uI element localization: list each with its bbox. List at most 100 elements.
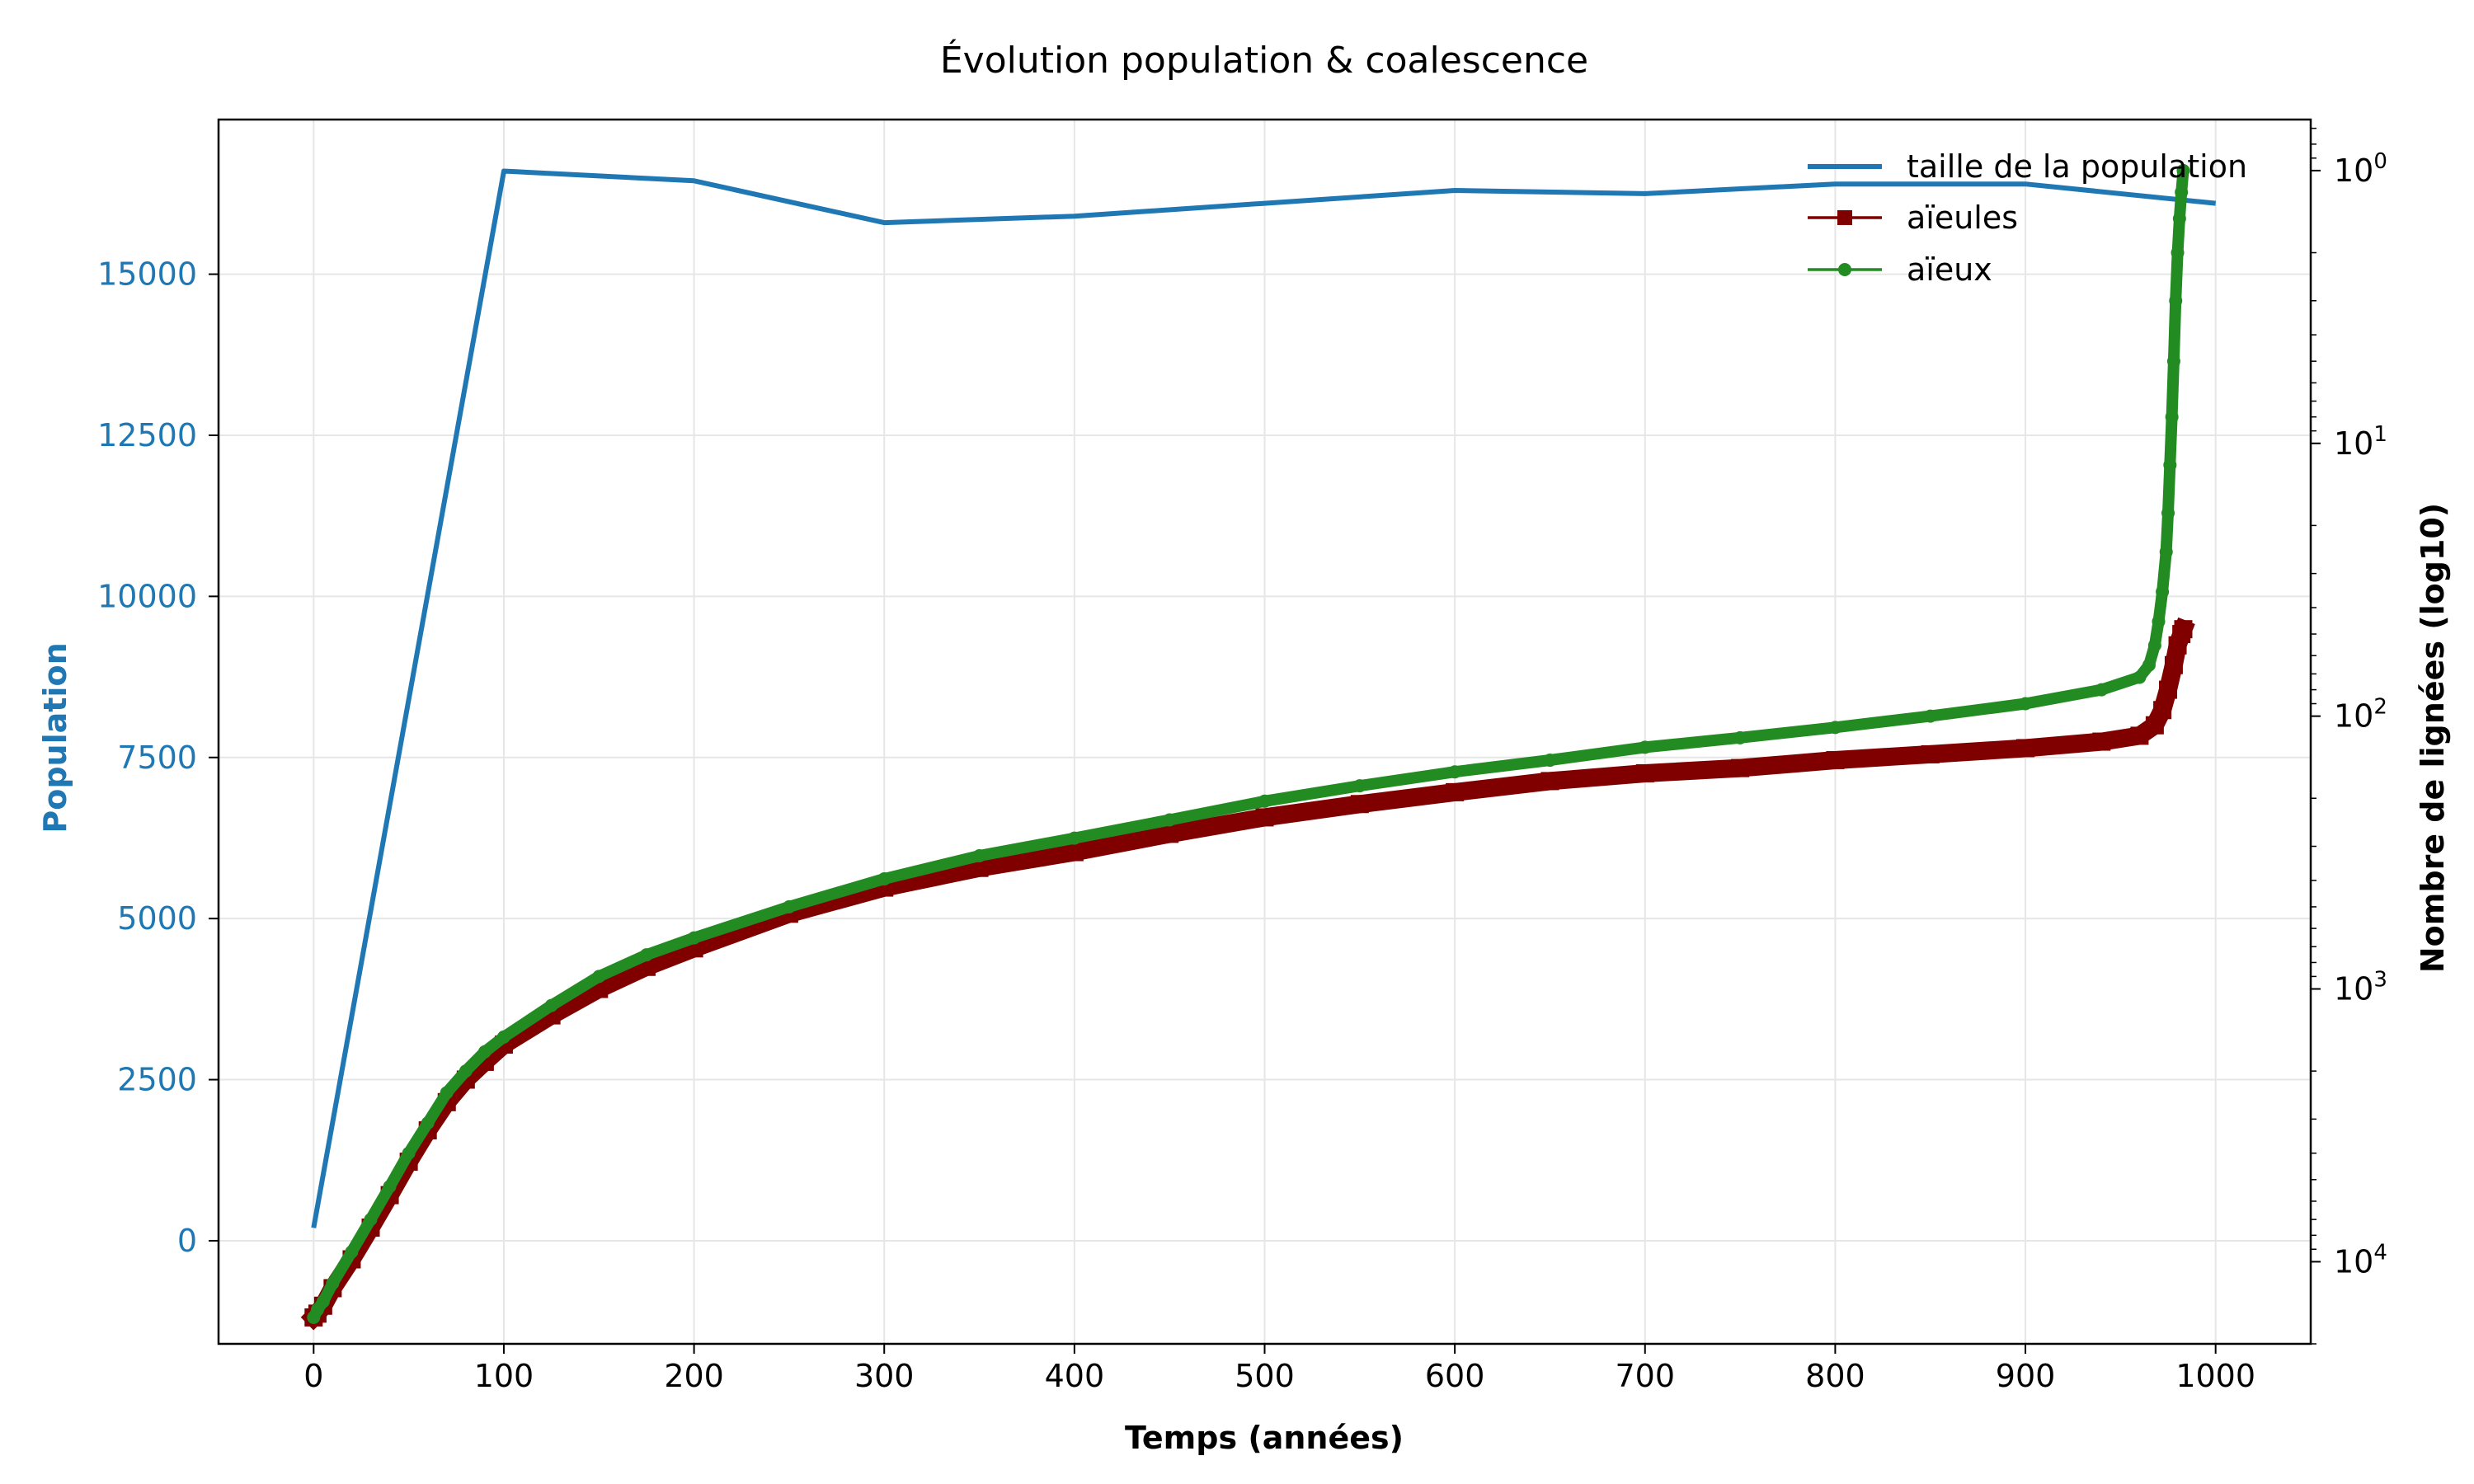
data-point-aieules <box>2130 726 2149 745</box>
x-tick-label: 700 <box>1616 1358 1676 1394</box>
legend-label-aieux: aïeux <box>1907 251 1992 288</box>
data-point-aieux <box>383 1180 397 1194</box>
data-point-aieux <box>2175 186 2189 200</box>
legend-label-aieules: aïeules <box>1907 200 2018 236</box>
data-point-aieux <box>782 899 796 913</box>
data-point-aieux <box>639 948 653 962</box>
data-point-aieules <box>1540 772 1559 791</box>
data-point-aieux <box>1448 765 1462 779</box>
legend-marker-aieules <box>1837 210 1852 225</box>
data-point-aieules <box>970 858 989 877</box>
y-left-tick-label: 12500 <box>97 417 197 453</box>
data-point-aieux <box>1828 721 1842 735</box>
data-point-aieux <box>2019 697 2033 711</box>
data-point-aieules <box>1160 824 1179 843</box>
data-point-aieux <box>544 998 558 1012</box>
y-axis-right-label: Nombre de lignées (log10) <box>2415 503 2451 973</box>
data-point-aieules <box>2153 701 2172 720</box>
data-point-aieux <box>2147 638 2161 652</box>
data-point-aieux <box>2142 658 2156 672</box>
data-point-aieules <box>2092 732 2111 751</box>
y-left-tick-label: 2500 <box>117 1062 197 1098</box>
legend-label-population: taille de la population <box>1907 148 2247 185</box>
data-point-aieux <box>326 1276 340 1290</box>
data-point-aieux <box>972 849 986 863</box>
data-point-aieux <box>2171 246 2185 260</box>
data-point-aieules <box>1350 795 1369 814</box>
data-point-aieux <box>316 1294 330 1308</box>
data-point-aieux <box>1163 813 1177 827</box>
x-tick-label: 600 <box>1425 1358 1485 1394</box>
legend-marker-aieux <box>1838 263 1851 276</box>
x-tick-label: 800 <box>1805 1358 1865 1394</box>
data-point-aieux <box>440 1086 454 1100</box>
data-point-aieux <box>2095 683 2109 697</box>
data-point-aieux <box>421 1116 435 1130</box>
data-point-aieules <box>1635 763 1654 782</box>
data-point-aieules <box>2164 655 2183 674</box>
data-point-aieules <box>2145 716 2164 735</box>
data-point-aieules <box>2016 739 2035 758</box>
y-axis-left-label: Population <box>37 642 73 833</box>
x-tick-label: 100 <box>474 1358 534 1394</box>
left-axis-ticks: 0 2500 5000 7500 10000 12500 15000 <box>97 256 219 1259</box>
data-point-aieules <box>2159 680 2178 699</box>
data-point-aieux <box>402 1146 416 1160</box>
series-aieux <box>307 163 2190 1324</box>
data-point-aieux <box>592 970 606 984</box>
data-point-aieux <box>2159 545 2173 559</box>
data-point-aieux <box>1733 730 1747 744</box>
data-point-aieules <box>2174 620 2193 639</box>
data-point-aieux <box>345 1245 359 1259</box>
x-axis-label: Temps (années) <box>1125 1420 1404 1456</box>
y-left-tick-label: 10000 <box>97 578 197 614</box>
data-point-aieux <box>364 1213 378 1227</box>
chart-title: Évolution population & coalescence <box>940 38 1588 82</box>
legend: taille de la population aïeules aïeux <box>1808 148 2247 288</box>
data-point-aieux <box>1258 794 1272 808</box>
x-tick-label: 0 <box>303 1358 323 1394</box>
data-point-aieules <box>1826 751 1845 770</box>
data-point-aieux <box>459 1064 473 1078</box>
series-population <box>311 168 2217 1228</box>
data-point-aieux <box>2165 410 2179 424</box>
x-tick-label: 300 <box>854 1358 915 1394</box>
x-tick-label: 200 <box>664 1358 724 1394</box>
x-tick-label: 1000 <box>2175 1358 2255 1394</box>
y-left-tick-label: 0 <box>177 1223 197 1259</box>
data-point-aieux <box>877 872 891 886</box>
data-point-aieules <box>1255 808 1274 827</box>
x-axis-ticks: 0 100 200 300 400 500 600 700 800 900 1000 <box>303 1344 2255 1394</box>
data-point-aieux <box>2161 506 2175 520</box>
data-point-aieules <box>1921 744 1940 763</box>
data-point-aieux <box>2133 670 2147 684</box>
data-point-aieux <box>2172 212 2186 226</box>
data-point-aieux <box>2166 355 2180 369</box>
data-point-aieux <box>1067 831 1081 845</box>
y-left-tick-label: 15000 <box>97 256 197 293</box>
data-point-aieux <box>2169 294 2183 308</box>
data-point-aieux <box>687 931 701 945</box>
series-line-population <box>311 168 2217 1228</box>
data-point-aieux <box>1543 754 1557 768</box>
data-point-aieux <box>1352 779 1366 793</box>
data-point-aieux <box>477 1045 492 1059</box>
data-point-aieules <box>1731 758 1750 777</box>
data-point-aieules <box>1446 782 1465 801</box>
grid <box>219 120 2311 1344</box>
data-point-aieux <box>1923 709 1937 723</box>
data-point-aieux <box>2152 614 2166 628</box>
data-point-aieux <box>1638 740 1652 754</box>
x-tick-label: 900 <box>1996 1358 2056 1394</box>
data-point-aieux <box>496 1030 510 1044</box>
x-tick-label: 400 <box>1045 1358 1105 1394</box>
series-layer <box>300 163 2217 1331</box>
data-point-aieux <box>2156 585 2170 599</box>
data-point-aieules <box>1065 843 1084 862</box>
x-tick-label: 500 <box>1235 1358 1295 1394</box>
y-left-tick-label: 7500 <box>117 740 197 776</box>
data-point-aieux <box>2163 458 2177 472</box>
data-point-aieux <box>2176 163 2190 177</box>
y-left-tick-label: 5000 <box>117 900 197 937</box>
